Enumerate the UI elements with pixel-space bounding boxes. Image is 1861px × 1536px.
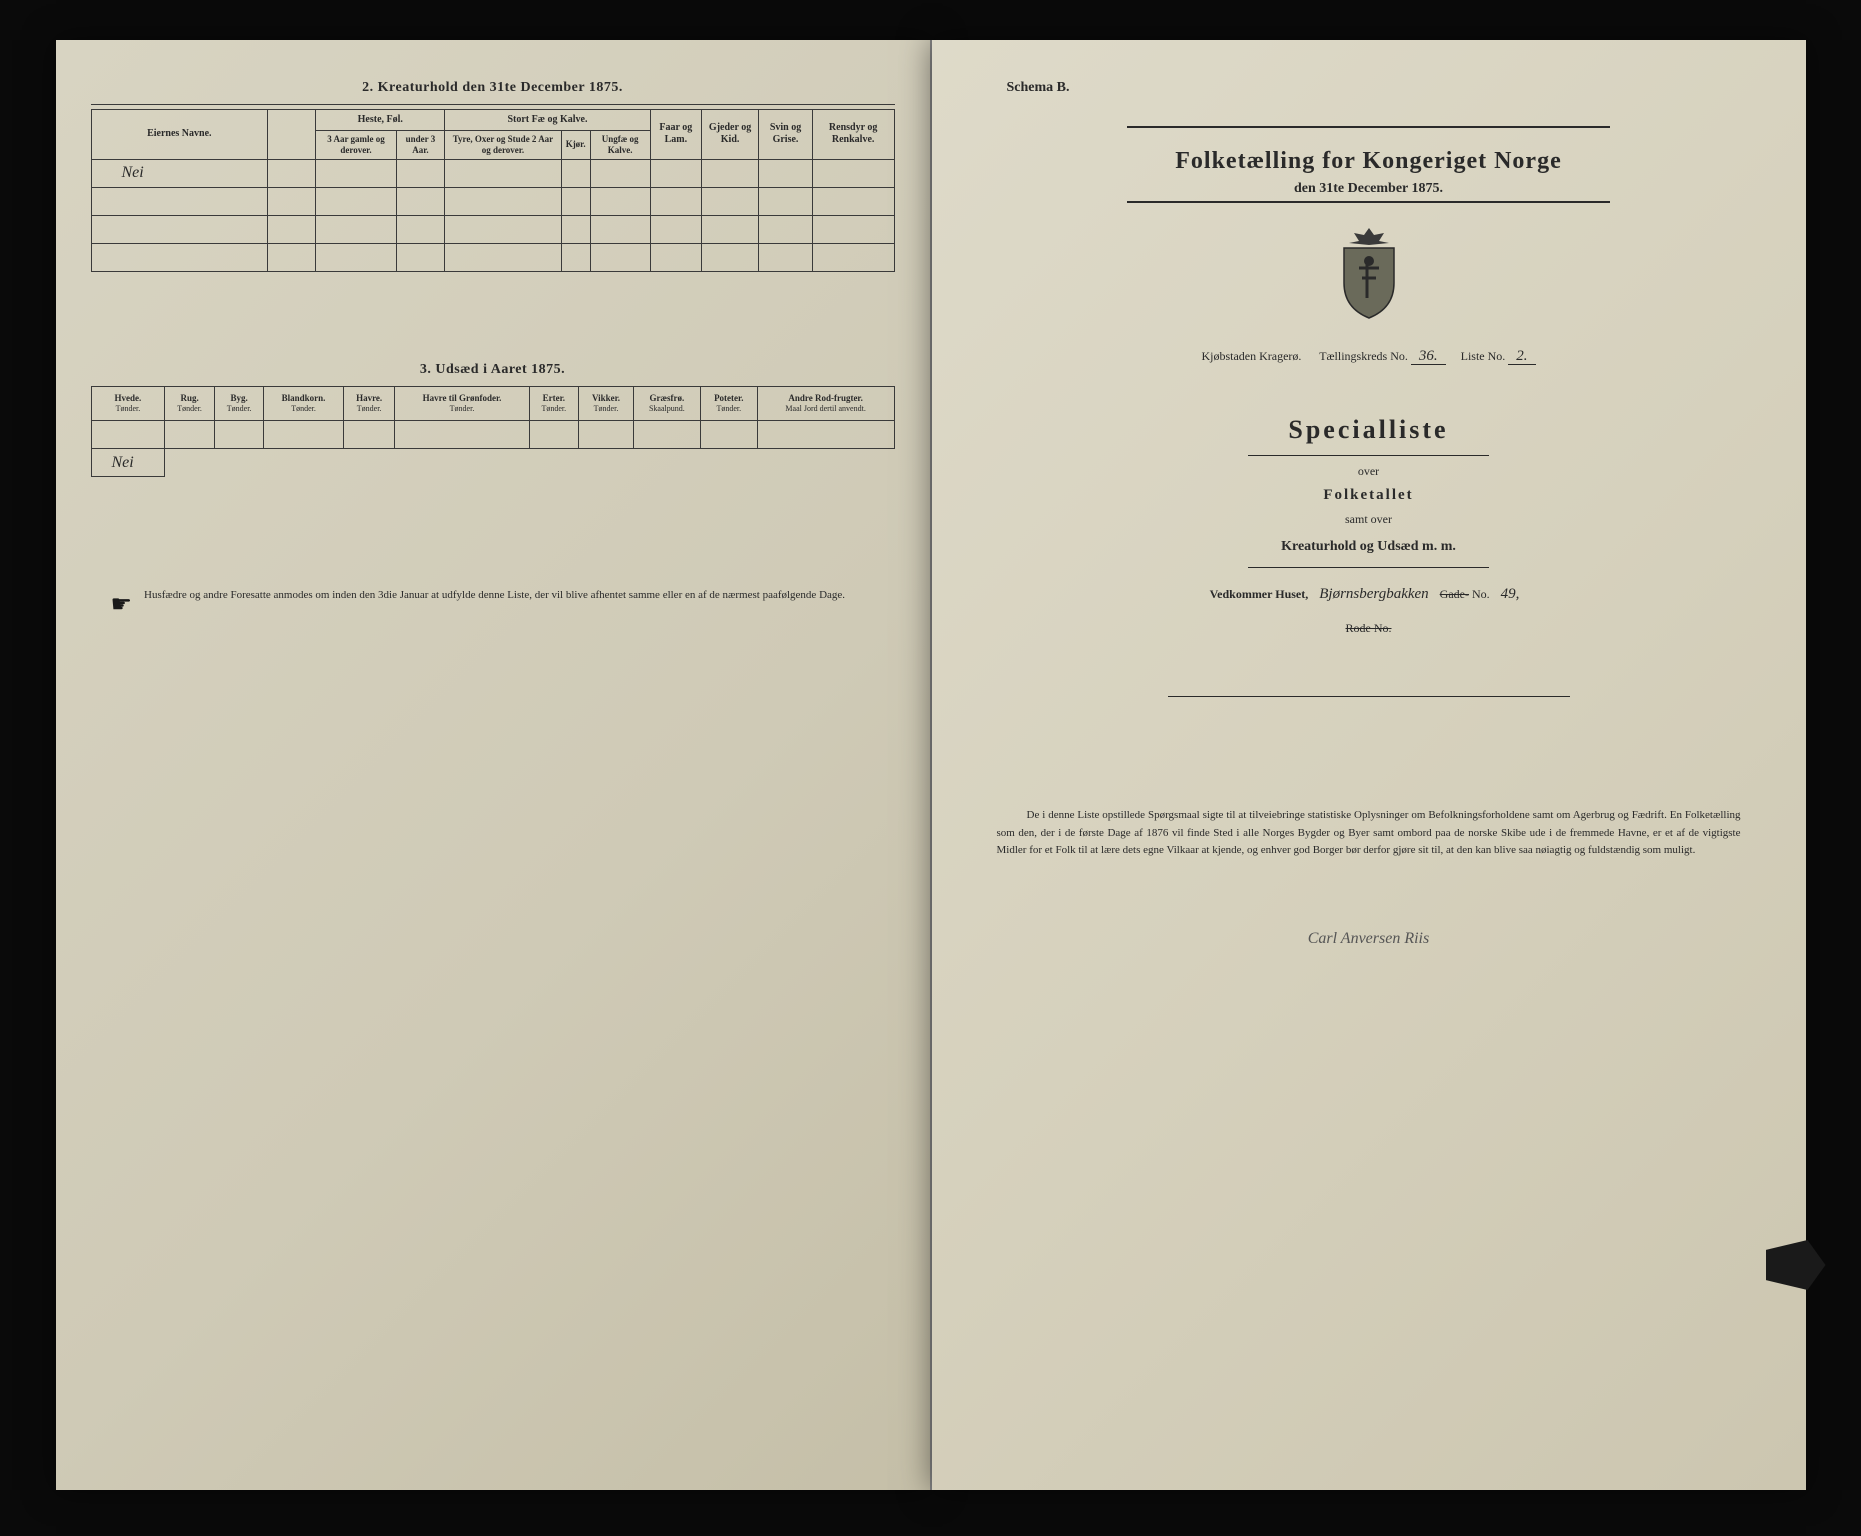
- rule: [1127, 201, 1609, 203]
- document-spread: 2. Kreaturhold den 31te December 1875. E…: [56, 40, 1806, 1490]
- left-page: 2. Kreaturhold den 31te December 1875. E…: [56, 40, 932, 1490]
- house-line: Vedkommer Huset, Bjørnsbergbakken Gade- …: [967, 586, 1771, 603]
- col-havre: Havre.Tønder.: [343, 386, 395, 421]
- col-blandkorn: Blandkorn.Tønder.: [264, 386, 343, 421]
- table-row: [91, 187, 894, 215]
- col-erter: Erter.Tønder.: [529, 386, 579, 421]
- instruction-paragraph: De i denne Liste opstillede Spørgsmaal s…: [967, 807, 1771, 860]
- house-prefix: Vedkommer Huset,: [1210, 587, 1309, 601]
- coat-of-arms-icon: [967, 223, 1771, 328]
- kreatur-label: Kreaturhold og Udsæd m. m.: [967, 539, 1771, 555]
- seed-header-row: Hvede.Tønder. Rug.Tønder. Byg.Tønder. Bl…: [91, 386, 894, 421]
- right-page: Schema B. Folketælling for Kongeriget No…: [932, 40, 1806, 1490]
- town-label: Kjøbstaden Kragerø.: [1201, 349, 1301, 363]
- seed-table: Hvede.Tønder. Rug.Tønder. Byg.Tønder. Bl…: [91, 386, 895, 478]
- no-label: No.: [1472, 587, 1490, 601]
- rule: [1168, 696, 1570, 697]
- col-vikker: Vikker.Tønder.: [579, 386, 634, 421]
- location-line: Kjøbstaden Kragerø. Tællingskreds No. 36…: [967, 348, 1771, 365]
- list-label: Liste No.: [1461, 349, 1506, 363]
- col-rug: Rug.Tønder.: [165, 386, 215, 421]
- col-byg: Byg.Tønder.: [214, 386, 264, 421]
- footer-text: Husfædre og andre Foresatte anmodes om i…: [144, 587, 845, 604]
- pointing-hand-icon: ☛: [111, 587, 133, 623]
- list-value: 2.: [1508, 348, 1535, 365]
- table-row: [91, 243, 894, 271]
- section-3-title: 3. Udsæd i Aaret 1875.: [91, 362, 895, 378]
- col-cattle: Stort Fæ og Kalve.: [445, 110, 651, 131]
- col-horses-b: under 3 Aar.: [396, 131, 445, 160]
- col-graesfro: Græsfrø.Skaalpund.: [633, 386, 700, 421]
- col-pigs: Svin og Grise.: [759, 110, 813, 160]
- over-label: over: [967, 464, 1771, 479]
- col-goats: Gjeder og Kid.: [701, 110, 758, 160]
- signature: Carl Anversen Riis: [967, 930, 1771, 948]
- col-rodfrugter: Andre Rod-frugter.Maal Jord dertil anven…: [757, 386, 894, 421]
- folketallet-label: Folketallet: [967, 487, 1771, 504]
- specialliste-title: Specialliste: [967, 415, 1771, 445]
- owner-value: Nei: [91, 159, 268, 187]
- col-cattle-b: Kjør.: [561, 131, 590, 160]
- col-hvede: Hvede.Tønder.: [91, 386, 165, 421]
- rode-line: Rode No.: [967, 621, 1771, 636]
- col-blank1: [268, 110, 316, 160]
- district-value: 36.: [1411, 348, 1446, 365]
- col-cattle-c: Ungfæ og Kalve.: [590, 131, 650, 160]
- livestock-table: Eiernes Navne. Heste, Føl. Stort Fæ og K…: [91, 109, 895, 272]
- rule: [1248, 455, 1489, 456]
- col-sheep: Faar og Lam.: [650, 110, 701, 160]
- rode-label: Rode No.: [1346, 621, 1392, 635]
- col-horses: Heste, Føl.: [316, 110, 445, 131]
- col-owner: Eiernes Navne.: [91, 110, 268, 160]
- rule: [91, 104, 895, 105]
- footer-note: ☛ Husfædre og andre Foresatte anmodes om…: [91, 587, 895, 623]
- district-label: Tællingskreds No.: [1319, 349, 1408, 363]
- table-row: [91, 421, 894, 449]
- table-row: Nei: [91, 449, 894, 477]
- col-poteter: Poteter.Tønder.: [700, 386, 757, 421]
- census-subtitle: den 31te December 1875.: [967, 181, 1771, 197]
- schema-label: Schema B.: [1007, 80, 1771, 96]
- census-title: Folketælling for Kongeriget Norge: [967, 148, 1771, 175]
- table-row: Nei: [91, 159, 894, 187]
- col-reindeer: Rensdyr og Renkalve.: [812, 110, 894, 160]
- page-tab-icon: [1766, 1240, 1826, 1290]
- seed-value: Nei: [91, 449, 165, 477]
- gade-label: Gade-: [1440, 587, 1469, 601]
- rule: [1248, 567, 1489, 568]
- samt-over-label: samt over: [967, 512, 1771, 527]
- col-horses-a: 3 Aar gamle og derover.: [316, 131, 396, 160]
- house-no: 49,: [1493, 586, 1528, 602]
- section-2-title: 2. Kreaturhold den 31te December 1875.: [91, 80, 895, 96]
- rule: [1127, 126, 1609, 128]
- col-havre-gron: Havre til Grønfoder.Tønder.: [395, 386, 529, 421]
- table-row: [91, 215, 894, 243]
- col-cattle-a: Tyre, Oxer og Stude 2 Aar og derover.: [445, 131, 562, 160]
- house-name: Bjørnsbergbakken: [1311, 586, 1436, 602]
